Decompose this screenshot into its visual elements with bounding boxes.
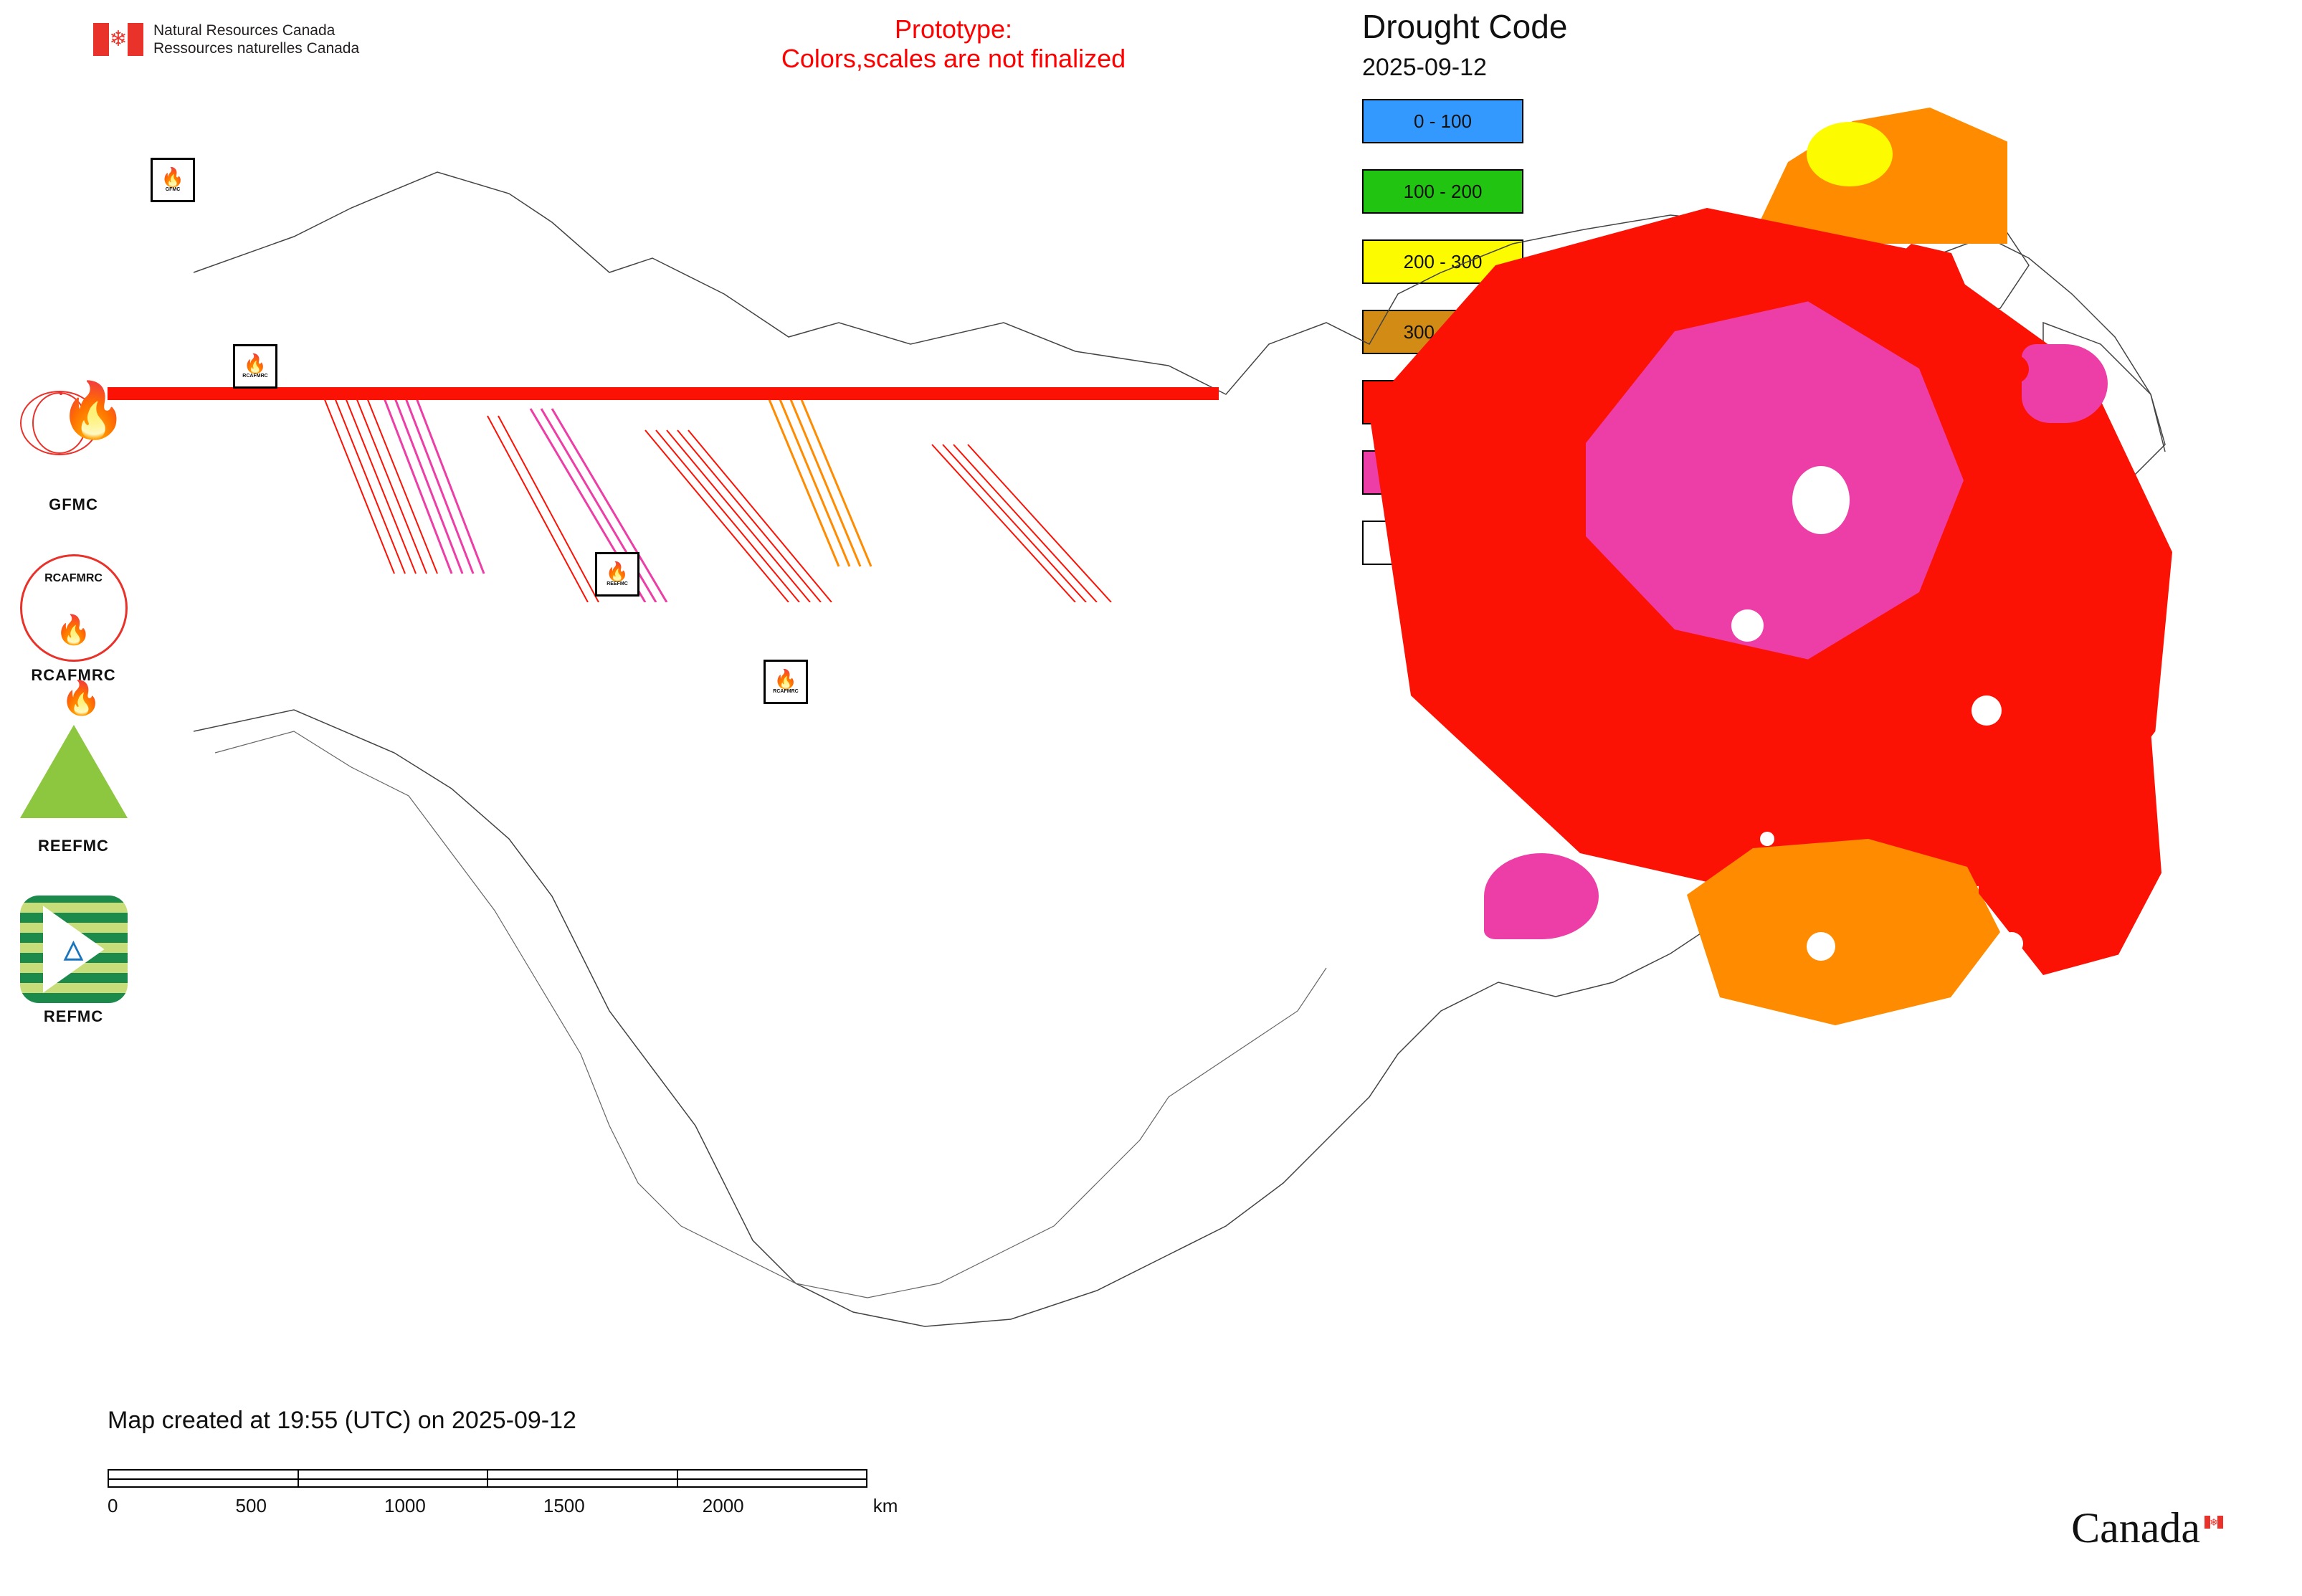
canada-flag-icon: ❄ <box>93 23 143 56</box>
scale-tick-0: 0 <box>108 1495 118 1517</box>
nrcan-label-fr: Ressources naturelles Canada <box>153 39 359 57</box>
scale-tick-2: 1000 <box>384 1495 426 1517</box>
canada-flag-icon-small: ❄ <box>2205 1516 2223 1529</box>
scale-bar[interactable]: 0 500 1000 1500 2000 km <box>108 1469 867 1517</box>
scale-tick-4: 2000 <box>703 1495 744 1517</box>
map-created-timestamp: Map created at 19:55 (UTC) on 2025-09-12 <box>108 1407 576 1435</box>
nrcan-logo: ❄ Natural Resources Canada Ressources na… <box>93 22 359 57</box>
drought-code-map-app: ❄ Natural Resources Canada Ressources na… <box>0 0 2302 1596</box>
prototype-warning-text: Prototype: Colors,scales are not finaliz… <box>674 14 1233 74</box>
scale-unit-label: km <box>873 1495 898 1517</box>
southern-outline-layer <box>108 108 2187 1341</box>
legend-title: Drought Code <box>1362 7 1567 46</box>
legend-date: 2025-09-12 <box>1362 54 1487 82</box>
map-canvas[interactable]: 🔥 GFMC 🔥 RCAFMRC 🔥 REEFMC 🔥 RCAFMRC <box>108 108 2187 1341</box>
canada-wordmark: Canada ❄ <box>2071 1504 2223 1553</box>
scale-tick-1: 500 <box>236 1495 267 1517</box>
nrcan-label-en: Natural Resources Canada <box>153 22 359 39</box>
scale-tick-3: 1500 <box>543 1495 585 1517</box>
